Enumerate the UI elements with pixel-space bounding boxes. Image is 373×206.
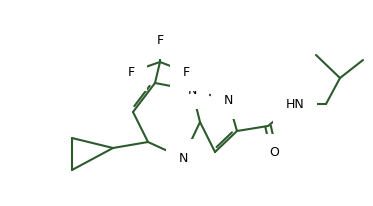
Text: F: F	[182, 66, 189, 78]
Text: HN: HN	[286, 97, 304, 110]
Text: F: F	[156, 34, 164, 47]
Text: N: N	[187, 83, 197, 96]
Text: O: O	[269, 146, 279, 159]
Text: N: N	[178, 151, 188, 165]
Text: F: F	[128, 66, 135, 78]
Text: N: N	[223, 94, 233, 107]
